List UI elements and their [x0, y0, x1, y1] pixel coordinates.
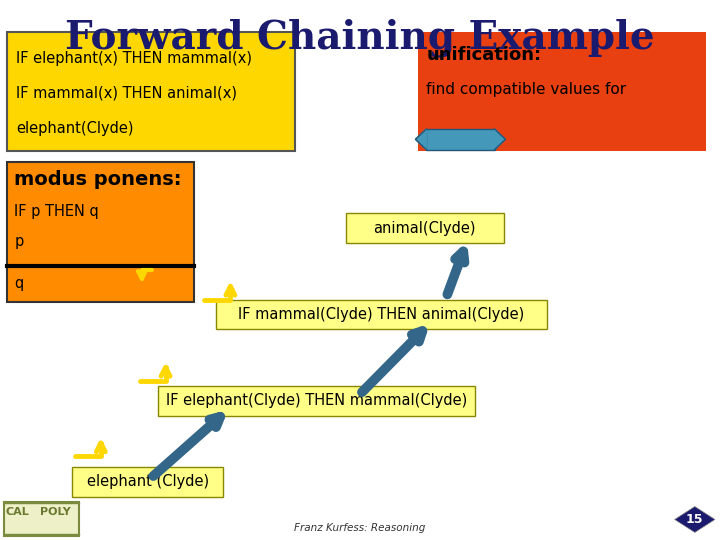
FancyBboxPatch shape	[346, 213, 504, 243]
Text: IF mammal(x) THEN animal(x): IF mammal(x) THEN animal(x)	[16, 86, 237, 101]
FancyBboxPatch shape	[418, 32, 706, 151]
Text: POLY: POLY	[40, 507, 71, 517]
FancyBboxPatch shape	[216, 300, 547, 329]
Text: unification:: unification:	[426, 46, 541, 64]
Text: modus ponens:: modus ponens:	[14, 170, 182, 189]
Text: IF mammal(Clyde) THEN animal(Clyde): IF mammal(Clyde) THEN animal(Clyde)	[238, 307, 525, 322]
Polygon shape	[675, 507, 715, 532]
Text: IF elephant(Clyde) THEN mammal(Clyde): IF elephant(Clyde) THEN mammal(Clyde)	[166, 394, 467, 408]
FancyBboxPatch shape	[4, 502, 79, 536]
Text: 15: 15	[686, 513, 703, 526]
FancyBboxPatch shape	[158, 386, 475, 416]
Text: p: p	[14, 234, 24, 249]
Text: find compatible values for: find compatible values for	[426, 82, 626, 97]
Text: q: q	[14, 276, 24, 291]
Polygon shape	[495, 129, 505, 150]
Text: elephant(Clyde): elephant(Clyde)	[16, 121, 133, 136]
Text: Franz Kurfess: Reasoning: Franz Kurfess: Reasoning	[294, 523, 426, 533]
FancyBboxPatch shape	[72, 467, 223, 497]
FancyBboxPatch shape	[7, 32, 295, 151]
Text: IF elephant(x) THEN mammal(x): IF elephant(x) THEN mammal(x)	[16, 51, 252, 66]
FancyBboxPatch shape	[426, 129, 495, 150]
FancyBboxPatch shape	[7, 162, 194, 302]
Text: IF p THEN q: IF p THEN q	[14, 204, 99, 219]
Polygon shape	[415, 129, 426, 150]
Text: animal(Clyde): animal(Clyde)	[374, 221, 476, 235]
Text: elephant (Clyde): elephant (Clyde)	[86, 475, 209, 489]
Text: CAL: CAL	[6, 507, 30, 517]
Text: Forward Chaining Example: Forward Chaining Example	[66, 18, 654, 57]
